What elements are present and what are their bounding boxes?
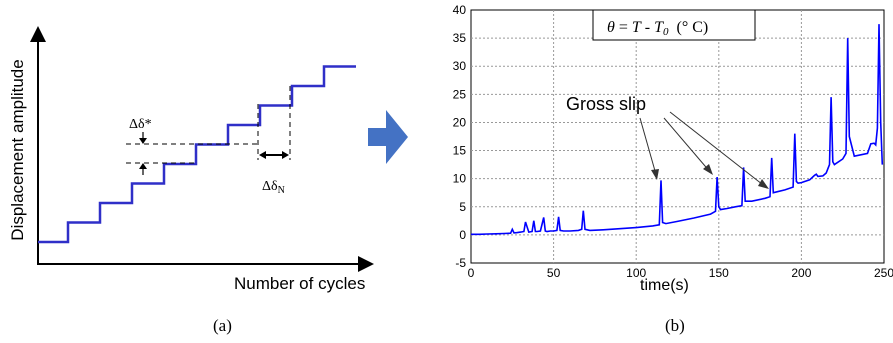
delta-n-label: Δδ [262, 179, 278, 194]
delta-n-sub: N [278, 185, 285, 196]
legend-t0: T [654, 19, 664, 36]
caption-b: (b) [665, 316, 685, 335]
y-tick-label: 35 [453, 31, 467, 45]
staircase-line [38, 65, 356, 244]
x-tick-label: 200 [791, 266, 811, 280]
legend-minus: - [641, 19, 654, 36]
x-tick-label: 50 [547, 266, 561, 280]
legend-unit: (° C) [677, 19, 709, 36]
y-tick-label: 15 [453, 144, 467, 158]
legend-t0-sub: 0 [663, 26, 669, 38]
panel-a-xlabel: Number of cycles [234, 274, 365, 293]
y-tick-label: -5 [455, 256, 466, 270]
svg-text:ΔδN: ΔδN [262, 179, 285, 196]
x-tick-label: 250 [874, 266, 893, 280]
caption-a: (a) [213, 316, 232, 335]
y-tick-label: 25 [453, 87, 467, 101]
legend-eq: = [615, 19, 632, 36]
legend-theta: θ [607, 19, 615, 36]
panel-a-ylabel: Displacement amplitude [8, 59, 27, 240]
delta-star-label: Δδ* [129, 117, 152, 132]
x-tick-label: 100 [626, 266, 646, 280]
y-tick-label: 0 [459, 228, 466, 242]
x-axis-label: time(s) [640, 277, 689, 294]
delta-star-annotation: Δδ* [126, 117, 258, 175]
y-tick-label: 30 [453, 59, 467, 73]
x-tick-label: 150 [709, 266, 729, 280]
panel-a: Displacement amplitude Number of cycles … [8, 26, 374, 293]
svg-text:θ = T - T0(° C): θ = T - T0 (° C) [607, 19, 708, 38]
temperature-series-line [471, 24, 884, 236]
gross-slip-annotation: Gross slip [566, 94, 769, 189]
y-tick-label: 40 [453, 3, 467, 17]
grid [471, 10, 884, 263]
legend-box: θ = T - T0 (° C) [592, 9, 756, 41]
y-tick-label: 10 [453, 172, 467, 186]
x-tick-label: 0 [468, 266, 475, 280]
y-tick-label: 5 [459, 200, 466, 214]
y-tick-label: 20 [453, 115, 467, 129]
legend-t: T [632, 19, 642, 36]
block-arrow [368, 110, 408, 164]
gross-slip-label: Gross slip [566, 94, 646, 114]
delta-n-annotation: ΔδN [257, 86, 291, 196]
